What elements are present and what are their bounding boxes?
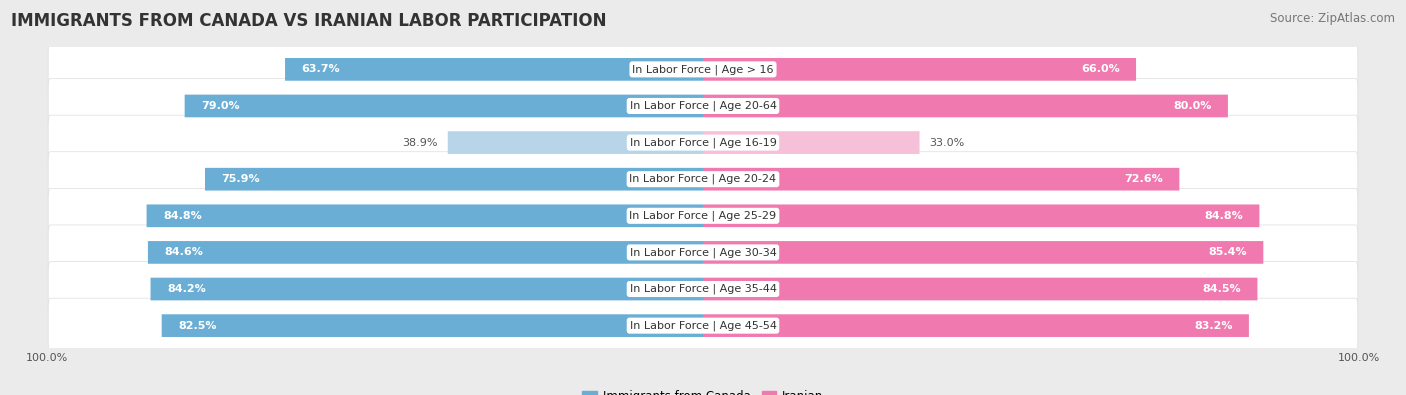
FancyBboxPatch shape bbox=[148, 241, 703, 264]
Text: In Labor Force | Age 35-44: In Labor Force | Age 35-44 bbox=[630, 284, 776, 294]
FancyBboxPatch shape bbox=[703, 131, 920, 154]
Text: 79.0%: 79.0% bbox=[201, 101, 239, 111]
Legend: Immigrants from Canada, Iranian: Immigrants from Canada, Iranian bbox=[578, 385, 828, 395]
Text: In Labor Force | Age 20-64: In Labor Force | Age 20-64 bbox=[630, 101, 776, 111]
Text: In Labor Force | Age > 16: In Labor Force | Age > 16 bbox=[633, 64, 773, 75]
Text: 38.9%: 38.9% bbox=[402, 137, 437, 148]
Text: 66.0%: 66.0% bbox=[1081, 64, 1119, 74]
FancyBboxPatch shape bbox=[205, 168, 703, 190]
Text: 75.9%: 75.9% bbox=[221, 174, 260, 184]
FancyBboxPatch shape bbox=[703, 205, 1260, 227]
FancyBboxPatch shape bbox=[285, 58, 703, 81]
Text: 80.0%: 80.0% bbox=[1173, 101, 1212, 111]
FancyBboxPatch shape bbox=[703, 95, 1227, 117]
FancyBboxPatch shape bbox=[48, 188, 1358, 243]
Text: 84.5%: 84.5% bbox=[1202, 284, 1241, 294]
FancyBboxPatch shape bbox=[162, 314, 703, 337]
FancyBboxPatch shape bbox=[150, 278, 703, 300]
FancyBboxPatch shape bbox=[703, 278, 1257, 300]
Text: In Labor Force | Age 45-54: In Labor Force | Age 45-54 bbox=[630, 320, 776, 331]
FancyBboxPatch shape bbox=[48, 261, 1358, 316]
FancyBboxPatch shape bbox=[48, 152, 1358, 207]
Text: In Labor Force | Age 16-19: In Labor Force | Age 16-19 bbox=[630, 137, 776, 148]
FancyBboxPatch shape bbox=[703, 241, 1264, 264]
Text: 84.2%: 84.2% bbox=[167, 284, 205, 294]
Text: 84.6%: 84.6% bbox=[165, 247, 204, 258]
Text: 83.2%: 83.2% bbox=[1194, 321, 1233, 331]
Text: 84.8%: 84.8% bbox=[1205, 211, 1243, 221]
Text: 85.4%: 85.4% bbox=[1208, 247, 1247, 258]
Text: In Labor Force | Age 30-34: In Labor Force | Age 30-34 bbox=[630, 247, 776, 258]
FancyBboxPatch shape bbox=[48, 115, 1358, 170]
Text: 63.7%: 63.7% bbox=[301, 64, 340, 74]
FancyBboxPatch shape bbox=[146, 205, 703, 227]
FancyBboxPatch shape bbox=[703, 168, 1180, 190]
FancyBboxPatch shape bbox=[447, 131, 703, 154]
FancyBboxPatch shape bbox=[48, 225, 1358, 280]
Text: 33.0%: 33.0% bbox=[929, 137, 965, 148]
FancyBboxPatch shape bbox=[48, 298, 1358, 353]
FancyBboxPatch shape bbox=[703, 58, 1136, 81]
FancyBboxPatch shape bbox=[48, 42, 1358, 97]
FancyBboxPatch shape bbox=[703, 314, 1249, 337]
FancyBboxPatch shape bbox=[48, 79, 1358, 134]
Text: IMMIGRANTS FROM CANADA VS IRANIAN LABOR PARTICIPATION: IMMIGRANTS FROM CANADA VS IRANIAN LABOR … bbox=[11, 12, 607, 30]
Text: 82.5%: 82.5% bbox=[179, 321, 217, 331]
Text: In Labor Force | Age 20-24: In Labor Force | Age 20-24 bbox=[630, 174, 776, 184]
Text: In Labor Force | Age 25-29: In Labor Force | Age 25-29 bbox=[630, 211, 776, 221]
FancyBboxPatch shape bbox=[184, 95, 703, 117]
Text: 84.8%: 84.8% bbox=[163, 211, 201, 221]
Text: 72.6%: 72.6% bbox=[1125, 174, 1163, 184]
Text: Source: ZipAtlas.com: Source: ZipAtlas.com bbox=[1270, 12, 1395, 25]
